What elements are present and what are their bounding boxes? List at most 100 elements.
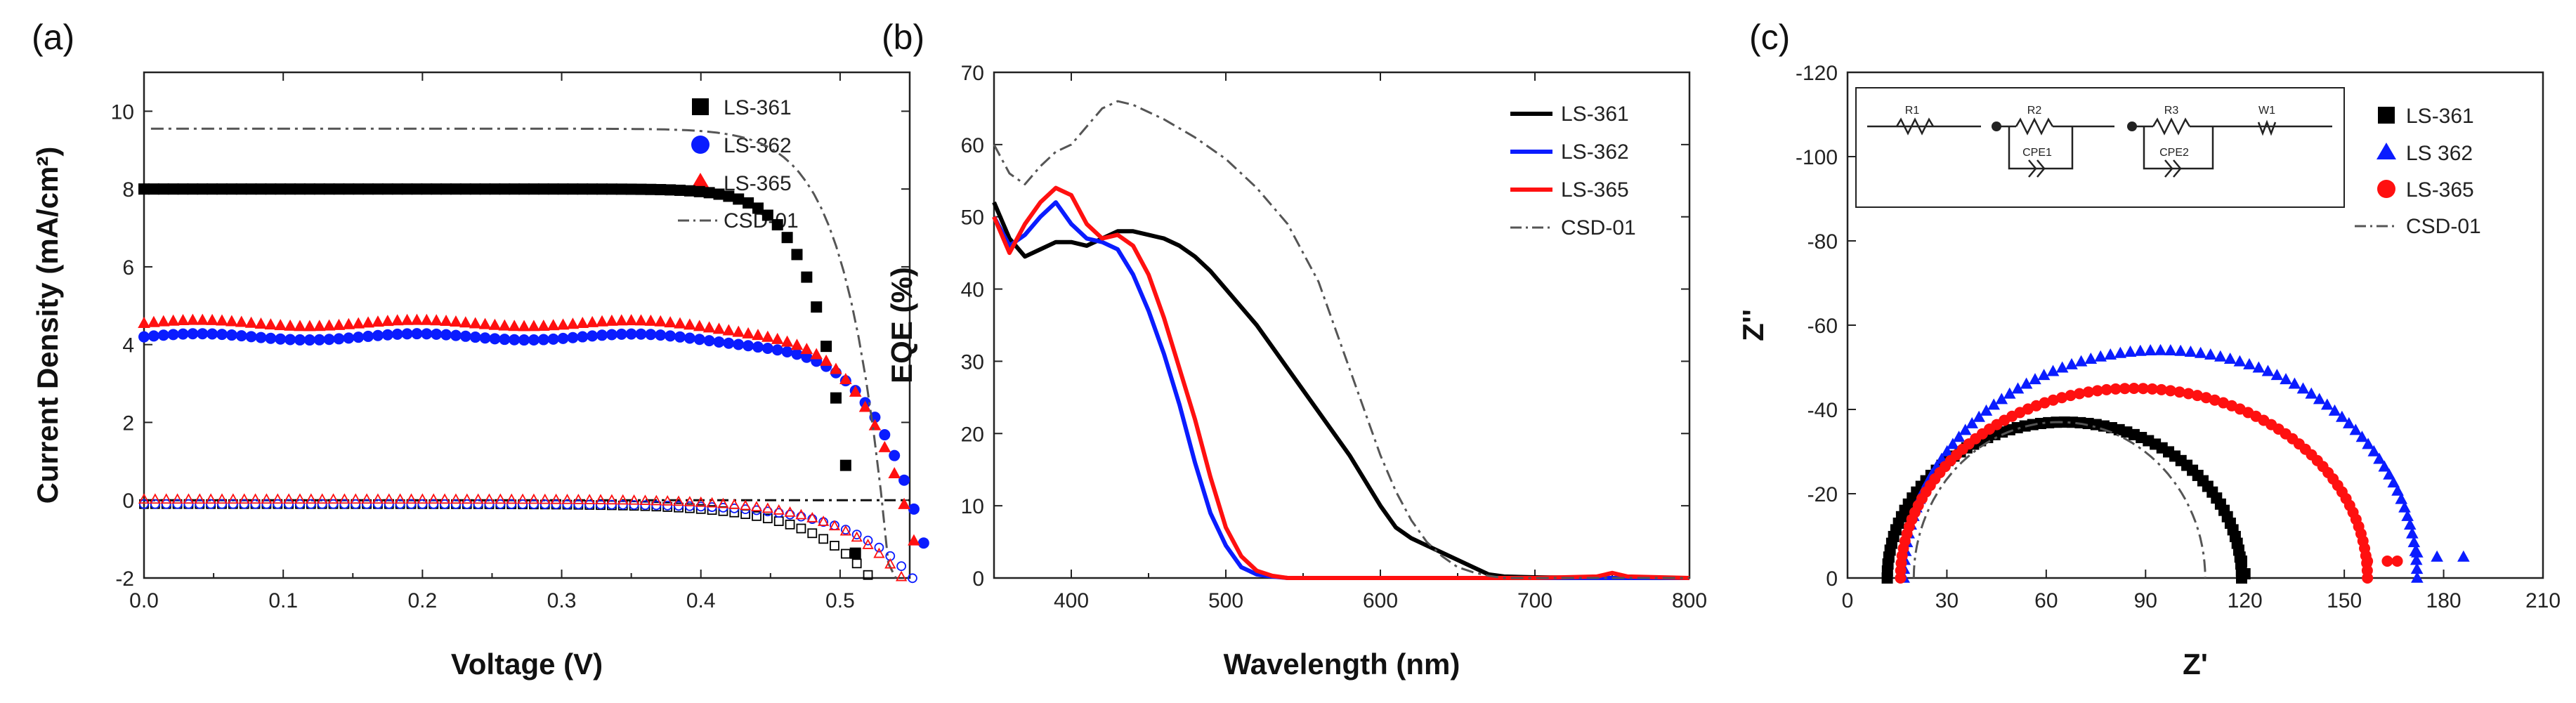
series-csd-01 bbox=[1912, 421, 2206, 579]
y-tick-label: 50 bbox=[961, 206, 984, 230]
y-tick-label: 10 bbox=[111, 100, 134, 124]
data-point bbox=[177, 328, 189, 340]
data-point bbox=[313, 320, 326, 331]
data-point bbox=[537, 319, 550, 331]
data-point bbox=[674, 501, 684, 511]
data-point bbox=[722, 324, 735, 336]
data-point bbox=[2209, 394, 2221, 406]
data-point bbox=[629, 500, 639, 510]
data-point bbox=[411, 183, 423, 195]
data-point bbox=[478, 317, 492, 329]
x-tick-label: 90 bbox=[2134, 589, 2157, 612]
data-point bbox=[733, 193, 745, 205]
equivalent-circuit-inset: R1 R2 CPE1 R3 CPE2 W1 bbox=[1855, 87, 2345, 208]
data-point bbox=[138, 183, 150, 195]
data-point bbox=[898, 474, 910, 486]
data-point bbox=[529, 499, 539, 509]
data-point bbox=[431, 328, 443, 340]
data-point bbox=[771, 344, 783, 356]
data-point bbox=[2270, 369, 2284, 381]
data-point bbox=[801, 271, 813, 283]
data-point bbox=[362, 316, 374, 328]
data-point bbox=[255, 331, 267, 343]
data-point bbox=[540, 499, 550, 509]
cpe2-branch bbox=[2143, 126, 2214, 170]
data-point bbox=[327, 493, 339, 504]
data-point bbox=[790, 339, 804, 350]
data-point bbox=[384, 499, 394, 509]
series-ls-361-line bbox=[992, 201, 1689, 580]
data-point bbox=[863, 535, 873, 546]
data-point bbox=[761, 209, 773, 221]
data-point bbox=[420, 313, 433, 325]
data-point bbox=[275, 183, 287, 195]
data-point bbox=[640, 500, 650, 511]
data-point bbox=[2029, 373, 2041, 385]
data-point bbox=[849, 385, 862, 397]
data-point bbox=[562, 499, 573, 510]
data-point bbox=[2239, 568, 2251, 579]
data-point bbox=[674, 317, 686, 329]
data-point bbox=[818, 534, 829, 544]
data-point bbox=[851, 531, 863, 542]
data-point bbox=[508, 320, 521, 331]
data-point bbox=[265, 332, 277, 344]
data-point bbox=[483, 493, 495, 504]
data-point bbox=[2056, 392, 2068, 404]
data-point bbox=[157, 329, 169, 341]
data-point bbox=[2367, 445, 2381, 456]
data-point bbox=[394, 493, 406, 504]
data-point bbox=[811, 301, 823, 313]
data-point bbox=[752, 202, 764, 214]
data-point bbox=[728, 499, 740, 509]
data-point bbox=[2146, 383, 2158, 395]
data-point bbox=[373, 499, 383, 509]
data-point bbox=[462, 499, 472, 509]
data-point bbox=[261, 499, 272, 509]
data-point bbox=[495, 493, 506, 504]
data-point bbox=[197, 328, 209, 340]
legend-label-csd-01: CSD-01 bbox=[1561, 216, 1636, 239]
y-tick-label: 0 bbox=[122, 490, 134, 513]
data-point bbox=[2174, 344, 2187, 356]
x-tick-label: 0.1 bbox=[268, 589, 298, 612]
data-point bbox=[635, 183, 647, 195]
legend-marker-ls-365 bbox=[691, 173, 710, 190]
data-point bbox=[2431, 550, 2443, 562]
data-point bbox=[469, 317, 482, 329]
data-point bbox=[391, 183, 403, 195]
data-point bbox=[655, 184, 667, 196]
x-tick-label: 500 bbox=[1208, 589, 1243, 612]
y-tick-label: -120 bbox=[1796, 62, 1838, 85]
data-point bbox=[752, 329, 764, 341]
data-point bbox=[556, 318, 570, 330]
data-point bbox=[187, 328, 199, 340]
data-point bbox=[596, 315, 608, 327]
data-point bbox=[771, 219, 783, 231]
data-point bbox=[317, 499, 327, 509]
data-point bbox=[2373, 452, 2386, 464]
data-point bbox=[372, 493, 384, 504]
legend-marker-ls-362 bbox=[691, 136, 710, 154]
data-point bbox=[351, 499, 361, 509]
data-point bbox=[395, 499, 405, 509]
panel-a-y-axis-title: Current Density (mA/cm²) bbox=[31, 147, 64, 504]
data-point bbox=[2383, 468, 2395, 480]
data-point bbox=[401, 183, 413, 195]
data-point bbox=[651, 500, 662, 511]
data-point bbox=[888, 466, 901, 478]
data-point bbox=[2074, 355, 2088, 367]
x-tick-label: 0.3 bbox=[547, 589, 577, 612]
data-point bbox=[450, 329, 462, 341]
data-point bbox=[761, 330, 774, 342]
data-point bbox=[868, 419, 882, 431]
data-point bbox=[2200, 392, 2212, 404]
data-point bbox=[157, 183, 169, 195]
data-point bbox=[2362, 438, 2374, 449]
data-point bbox=[294, 183, 306, 195]
data-point bbox=[684, 185, 695, 197]
data-point bbox=[2406, 527, 2419, 539]
data-point bbox=[2378, 460, 2391, 472]
data-point bbox=[303, 320, 316, 331]
